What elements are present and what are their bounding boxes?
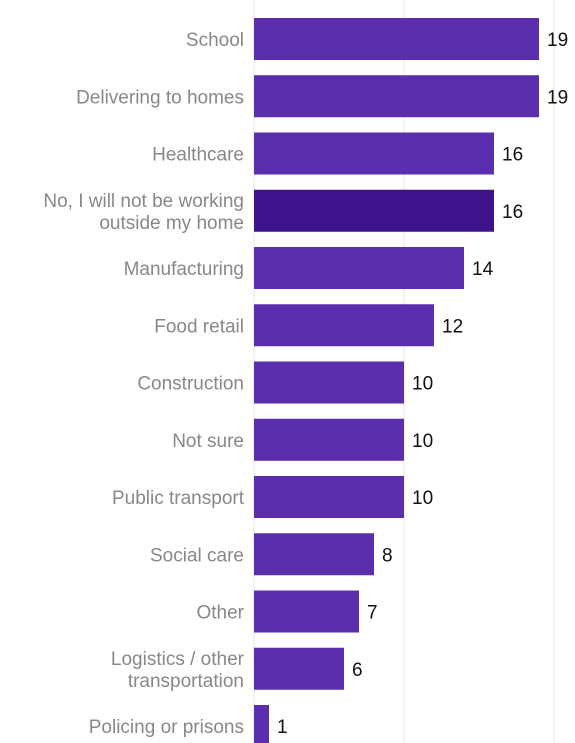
category-label-line: Other (196, 603, 244, 624)
category-label-line: No, I will not be working (43, 191, 244, 212)
bar-12 (254, 647, 344, 690)
value-labels: 19 19 16 16 14 12 10 10 10 8 7 6 1 (277, 30, 568, 738)
category-label-line: Construction (137, 374, 244, 395)
category-label-line: transportation (128, 671, 244, 692)
bar-13 (254, 705, 269, 743)
value-label: 19 (547, 87, 568, 108)
value-label: 10 (412, 374, 433, 395)
value-label: 10 (412, 488, 433, 509)
category-label: Manufacturing (124, 259, 244, 280)
category-label-line: Delivering to homes (76, 87, 244, 108)
category-label: No, I will not be working outside my home (43, 191, 244, 234)
value-label: 16 (502, 145, 523, 166)
category-label: Other (196, 603, 244, 624)
value-label: 1 (277, 717, 288, 738)
bar-4 (254, 189, 494, 232)
bar-5 (254, 247, 464, 289)
bar-6 (254, 304, 434, 347)
bars (254, 18, 539, 743)
category-label-line: Food retail (154, 316, 244, 337)
bar-11 (254, 590, 359, 633)
bar-3 (254, 132, 494, 175)
category-label: Healthcare (152, 145, 244, 166)
value-label: 7 (367, 603, 378, 624)
category-label: Food retail (154, 316, 244, 337)
category-label-line: School (186, 30, 244, 51)
category-label: Not sure (172, 431, 244, 452)
bar-1 (254, 18, 539, 60)
category-label: School (186, 30, 244, 51)
bar-10 (254, 533, 374, 576)
category-label-line: Manufacturing (124, 259, 244, 280)
category-label-line: Social care (150, 545, 244, 566)
value-label: 19 (547, 30, 568, 51)
value-label: 12 (442, 316, 463, 337)
value-label: 6 (352, 660, 363, 681)
category-label-line: Logistics / other (111, 649, 245, 670)
category-label-line: outside my home (99, 213, 244, 234)
category-label-line: Policing or prisons (89, 717, 244, 738)
category-label: Social care (150, 545, 244, 566)
category-label: Logistics / other transportation (111, 649, 245, 692)
category-label: Delivering to homes (76, 87, 244, 108)
value-label: 10 (412, 431, 433, 452)
category-label-line: Healthcare (152, 145, 244, 166)
category-label-line: Not sure (172, 431, 244, 452)
value-label: 14 (472, 259, 494, 280)
category-label: Policing or prisons (89, 717, 244, 738)
bar-7 (254, 361, 404, 404)
category-label: Construction (137, 374, 244, 395)
value-label: 8 (382, 545, 393, 566)
value-label: 16 (502, 202, 523, 223)
category-label: Public transport (112, 488, 245, 509)
category-label-line: Public transport (112, 488, 245, 509)
bar-2 (254, 75, 539, 118)
bar-8 (254, 418, 404, 461)
bar-9 (254, 476, 404, 518)
category-labels: School Delivering to homes Healthcare No, I… (43, 30, 244, 738)
